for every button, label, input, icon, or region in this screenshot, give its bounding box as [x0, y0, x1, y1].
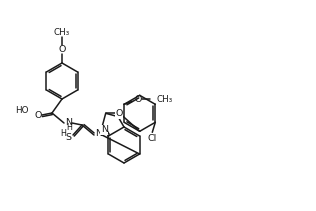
Text: H: H	[60, 128, 66, 138]
Text: N: N	[65, 118, 72, 127]
Text: N: N	[101, 125, 108, 134]
Text: CH₃: CH₃	[156, 95, 172, 104]
Text: CH₃: CH₃	[54, 27, 70, 37]
Text: HO: HO	[15, 106, 29, 115]
Text: O: O	[115, 109, 123, 118]
Text: O: O	[58, 45, 66, 54]
Text: O: O	[134, 95, 142, 104]
Text: H: H	[66, 123, 72, 133]
Text: N: N	[95, 130, 102, 138]
Text: O: O	[34, 111, 42, 119]
Text: Cl: Cl	[148, 134, 157, 143]
Text: S: S	[65, 134, 71, 142]
